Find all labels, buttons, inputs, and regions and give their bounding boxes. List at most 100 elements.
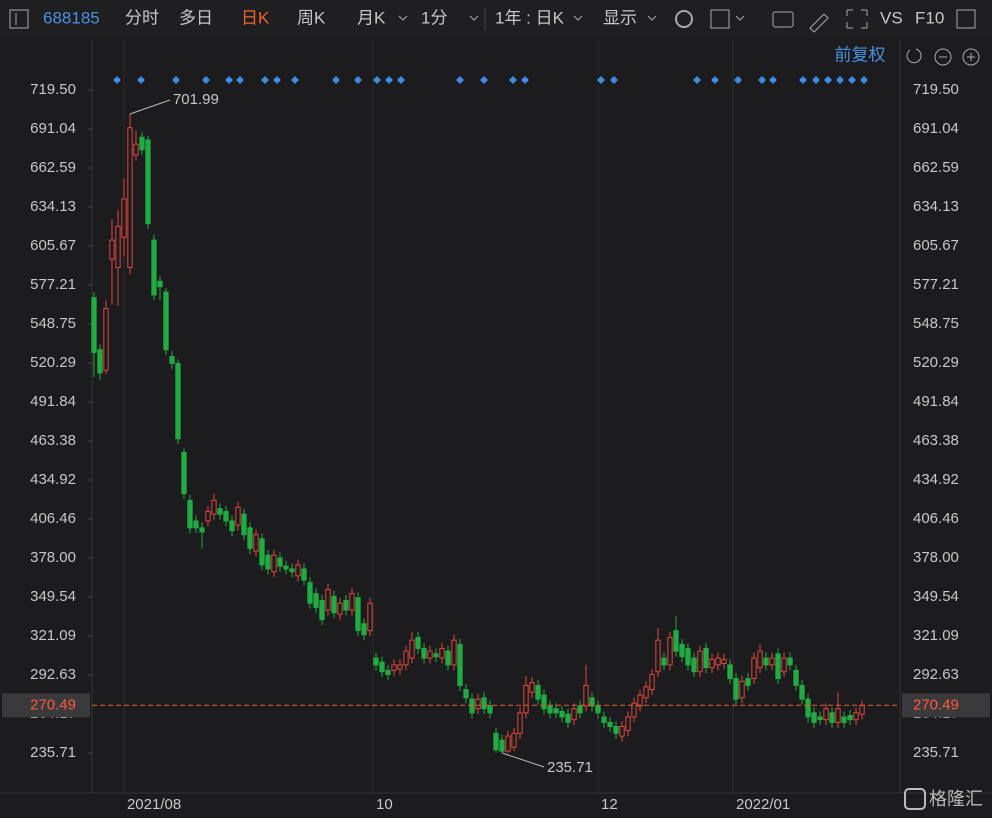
last-price-box bbox=[902, 693, 990, 718]
candle-body bbox=[487, 705, 493, 714]
tab[interactable]: 月K bbox=[357, 8, 386, 27]
candle-body bbox=[337, 602, 343, 615]
y-tick-label-right: 434.92 bbox=[913, 471, 959, 488]
y-tick-label: 321.09 bbox=[30, 627, 76, 644]
candle-body bbox=[331, 595, 337, 614]
candle-body bbox=[589, 697, 595, 707]
period-select[interactable]: 1年 : 日K bbox=[495, 8, 565, 27]
y-tick-label: 719.50 bbox=[30, 81, 76, 98]
candle-body bbox=[835, 708, 841, 723]
candle-body bbox=[649, 673, 655, 691]
candle-body bbox=[415, 636, 421, 649]
candle-body bbox=[391, 664, 397, 671]
camera-icon[interactable] bbox=[772, 11, 794, 28]
zoom-out[interactable] bbox=[934, 48, 952, 66]
candle-body bbox=[787, 657, 793, 666]
candle-body bbox=[145, 139, 151, 225]
adjust-mode[interactable]: 前复权 bbox=[835, 45, 886, 64]
f10-button[interactable]: F10 bbox=[915, 8, 944, 27]
checkbox-icon[interactable] bbox=[710, 9, 730, 29]
candle-body bbox=[361, 623, 367, 636]
candle-body bbox=[481, 697, 487, 710]
candle-body bbox=[445, 650, 451, 666]
candle-body bbox=[601, 716, 607, 723]
draw-icon[interactable] bbox=[809, 13, 829, 33]
menu-icon[interactable] bbox=[9, 9, 29, 29]
candle-body bbox=[661, 657, 667, 666]
candle-body bbox=[115, 225, 121, 268]
candle-body bbox=[571, 708, 577, 721]
candle-body bbox=[553, 708, 559, 714]
event-marker bbox=[799, 76, 807, 84]
tab-active[interactable]: 日K bbox=[241, 8, 270, 27]
candle-body bbox=[235, 506, 241, 526]
candle-body bbox=[667, 636, 673, 666]
y-tick-label-right: 520.29 bbox=[913, 354, 959, 371]
candle-body bbox=[493, 732, 499, 751]
candle-body bbox=[409, 639, 415, 659]
tab[interactable]: 1分 bbox=[421, 8, 447, 27]
candle-body bbox=[643, 686, 649, 699]
candle-body bbox=[799, 684, 805, 700]
y-tick-label-right: 235.71 bbox=[913, 744, 959, 761]
last-price-label: 270.49 bbox=[30, 696, 76, 713]
stock-code[interactable]: 688185 bbox=[43, 8, 100, 27]
y-tick-label-right: 378.00 bbox=[913, 549, 959, 566]
y-tick-label: 463.38 bbox=[30, 432, 76, 449]
candle-body bbox=[469, 698, 475, 714]
zoom-in-plus bbox=[967, 53, 975, 61]
candle-body bbox=[373, 657, 379, 666]
candle-body bbox=[727, 664, 733, 680]
high-label: 701.99 bbox=[173, 91, 219, 108]
event-marker bbox=[225, 76, 233, 84]
panel-icon[interactable] bbox=[956, 9, 976, 29]
candle-body bbox=[283, 565, 289, 570]
zoom-in[interactable] bbox=[962, 48, 980, 66]
tab[interactable]: 分时 bbox=[125, 8, 159, 27]
candle-body bbox=[211, 499, 217, 515]
candle-body bbox=[475, 698, 481, 710]
candle-body bbox=[319, 599, 325, 621]
candle-body bbox=[397, 664, 403, 670]
y-tick-label: 349.54 bbox=[30, 588, 76, 605]
vs-button[interactable]: VS bbox=[880, 8, 903, 27]
reset-icon[interactable] bbox=[906, 48, 922, 64]
candle-body bbox=[709, 658, 715, 669]
y-tick-label: 605.67 bbox=[30, 237, 76, 254]
candle-body bbox=[505, 735, 511, 752]
y-tick-label: 406.46 bbox=[30, 510, 76, 527]
candle-body bbox=[247, 527, 253, 549]
candle-body bbox=[421, 647, 427, 659]
tab[interactable]: 多日 bbox=[179, 8, 213, 27]
watermark-text: 格隆汇 bbox=[929, 789, 983, 809]
candle-body bbox=[223, 510, 229, 522]
fullscreen-icon[interactable] bbox=[846, 9, 868, 29]
event-marker bbox=[236, 76, 244, 84]
candle-body bbox=[169, 356, 175, 364]
chevron[interactable] bbox=[469, 15, 479, 21]
candle-body bbox=[619, 726, 625, 737]
event-marker bbox=[848, 76, 856, 84]
candle-body bbox=[175, 362, 181, 440]
chevron[interactable] bbox=[573, 15, 583, 21]
candle-body bbox=[385, 669, 391, 675]
candle-body bbox=[205, 510, 211, 522]
settings-icon[interactable] bbox=[675, 10, 693, 28]
candle-body bbox=[121, 198, 127, 238]
candle-body bbox=[859, 704, 865, 715]
candle-body bbox=[715, 657, 721, 666]
candle-body bbox=[529, 682, 535, 693]
event-marker bbox=[769, 76, 777, 84]
chevron[interactable] bbox=[398, 15, 408, 21]
display-select[interactable]: 显示 bbox=[603, 8, 637, 27]
candle-body bbox=[679, 643, 685, 658]
chevron[interactable] bbox=[647, 15, 657, 21]
candle-body bbox=[133, 143, 139, 156]
candle-body bbox=[523, 684, 529, 714]
candle-body bbox=[451, 639, 457, 666]
candle-body bbox=[271, 554, 277, 573]
candle-body bbox=[595, 705, 601, 714]
chevron[interactable] bbox=[735, 15, 745, 21]
tab[interactable]: 周K bbox=[297, 8, 326, 27]
